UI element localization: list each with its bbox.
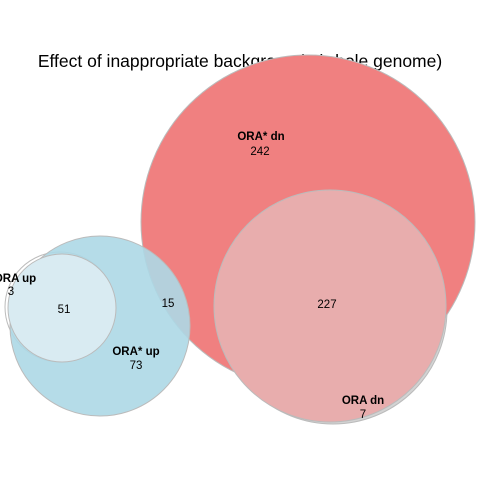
label-ora-star-dn: ORA* dn: [237, 131, 284, 143]
label-ora-dn: ORA dn: [342, 395, 384, 407]
count-ora-star-up-ora-star-dn: 15: [162, 298, 175, 310]
count-ora-up: 3: [8, 286, 14, 298]
diagram-title: Effect of inappropriate background* (who…: [38, 51, 442, 71]
overlap-ora-up-ora-star-up: [7, 253, 117, 363]
count-ora-star-up: 73: [130, 360, 143, 372]
count-ora-star-dn-ora-dn: 227: [317, 299, 336, 311]
label-ora-up: ORA up: [0, 273, 36, 285]
count-ora-dn: 7: [360, 409, 366, 421]
count-ora-up-ora-star-up: 51: [58, 304, 71, 316]
overlap-ora-star-dn-ora-dn: [213, 189, 447, 423]
label-ora-star-up: ORA* up: [112, 346, 159, 358]
count-ora-star-dn: 242: [250, 146, 269, 158]
